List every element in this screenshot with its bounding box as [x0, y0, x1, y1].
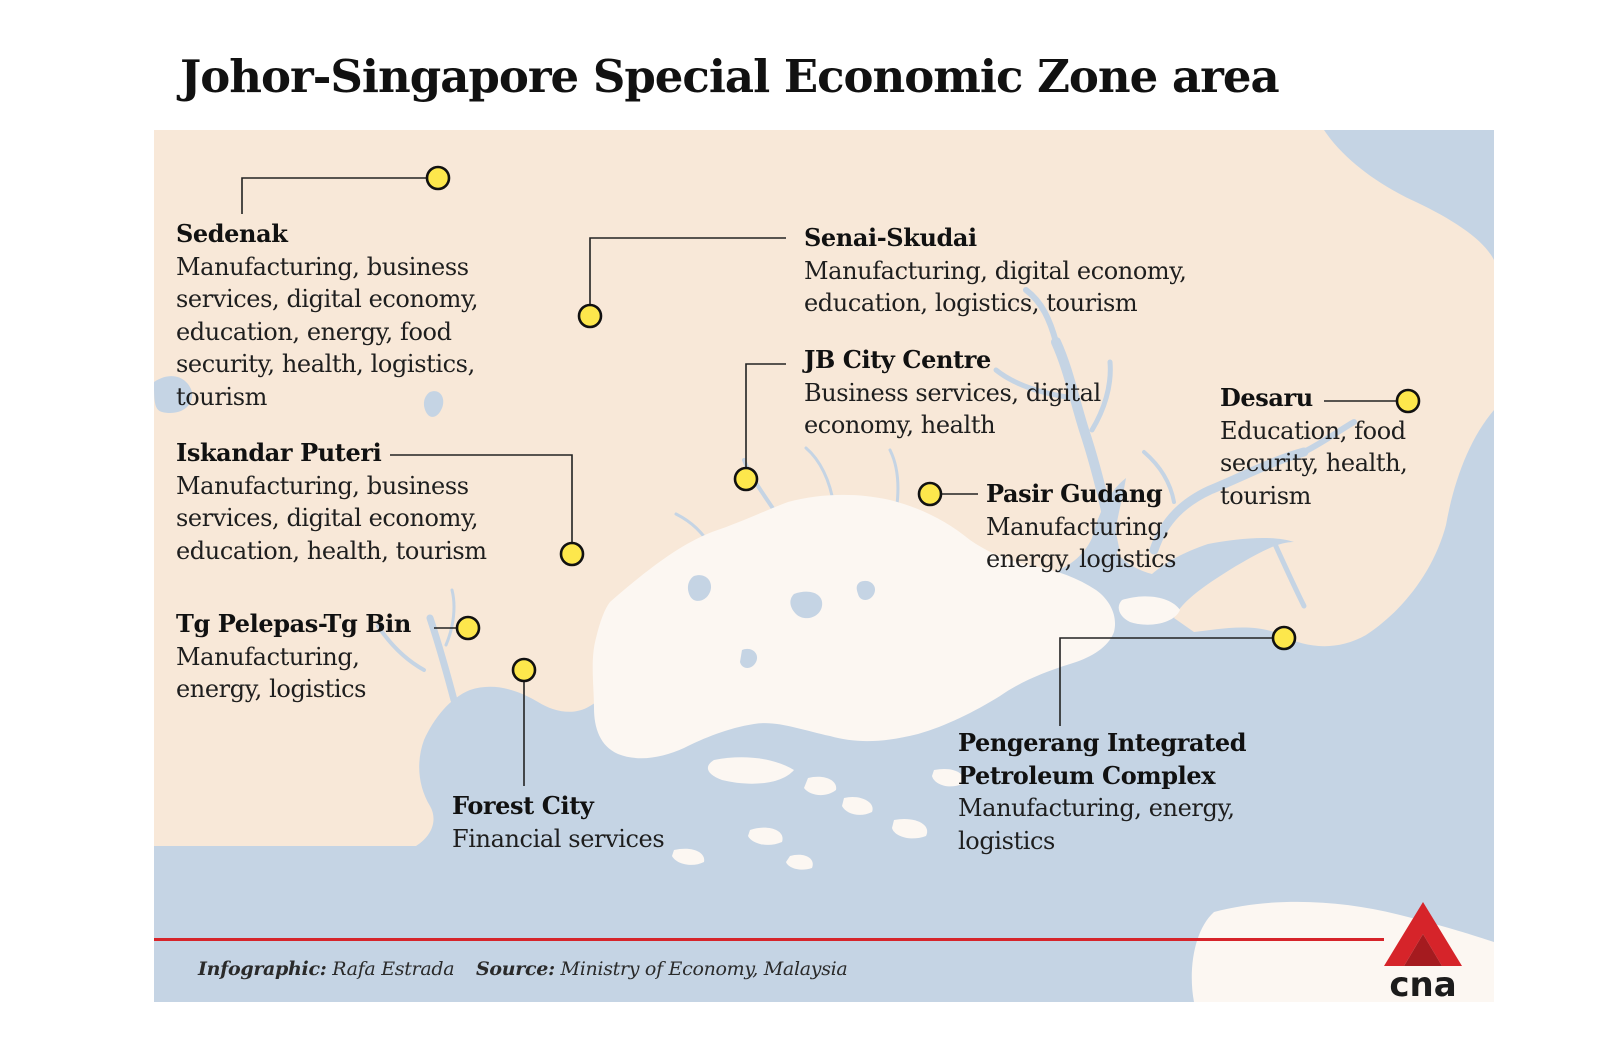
zone-name: Desaru — [1220, 383, 1313, 412]
page-title: Johor-Singapore Special Economic Zone ar… — [180, 50, 1280, 103]
cna-logo-icon: cna — [1384, 902, 1462, 1000]
zone-sectors: Manufacturing, digital economy, educatio… — [804, 256, 1187, 318]
credit-infographic-value: Rafa Estrada — [332, 958, 455, 980]
zone-sectors: Manufacturing, energy, logistics — [986, 512, 1177, 574]
credit-infographic-label: Infographic: — [198, 958, 327, 980]
callout-sedenak: Sedenak Manufacturing, business services… — [176, 218, 546, 413]
singapore-island — [592, 494, 1116, 759]
marker-sedenak — [425, 165, 451, 191]
zone-name: Senai-Skudai — [804, 223, 977, 252]
marker-jb-city-centre — [733, 466, 759, 492]
callout-desaru: Desaru Education, food security, health,… — [1220, 382, 1430, 512]
southern-islands — [672, 757, 964, 870]
island-tekong — [1118, 596, 1180, 625]
zone-sectors: Financial services — [452, 824, 665, 853]
marker-desaru — [1395, 388, 1421, 414]
zone-sectors: Manufacturing, business services, digita… — [176, 471, 487, 565]
credit-source-value: Ministry of Economy, Malaysia — [560, 958, 848, 980]
johor-landmass — [154, 130, 1494, 846]
zone-name: Pengerang Integrated Petroleum Complex — [958, 728, 1247, 790]
marker-iskandar-puteri — [559, 541, 585, 567]
marker-tg-pelepas — [455, 615, 481, 641]
credit-infographic: Infographic: Rafa Estrada — [198, 958, 455, 980]
cna-logo-chevron-shade — [1404, 934, 1442, 966]
zone-sectors: Manufacturing, business services, digita… — [176, 252, 479, 411]
zone-name: JB City Centre — [804, 345, 991, 374]
leader-iskandar-puteri — [390, 454, 573, 552]
zone-sectors: Manufacturing, energy, logistics — [958, 794, 1235, 855]
leader-pengerang — [1059, 637, 1284, 726]
callout-iskandar-puteri: Iskandar Puteri Manufacturing, business … — [176, 437, 546, 567]
leader-sedenak — [241, 177, 438, 214]
zone-sectors: Education, food security, health, touris… — [1220, 416, 1408, 510]
callout-pengerang: Pengerang Integrated Petroleum Complex M… — [958, 727, 1268, 857]
marker-pengerang — [1271, 625, 1297, 651]
zone-name: Tg Pelepas-Tg Bin — [176, 609, 411, 638]
callout-senai-skudai: Senai-Skudai Manufacturing, digital econ… — [804, 222, 1254, 320]
cna-logo-text: cna — [1389, 965, 1456, 1000]
zone-name: Pasir Gudang — [986, 479, 1163, 508]
credit-source: Source: Ministry of Economy, Malaysia — [476, 958, 848, 980]
callout-tg-pelepas-tg-bin: Tg Pelepas-Tg Bin Manufacturing, energy,… — [176, 608, 416, 706]
zone-sectors: Business services, digital economy, heal… — [804, 378, 1101, 440]
map-canvas — [154, 130, 1494, 1002]
zone-sectors: Manufacturing, energy, logistics — [176, 642, 367, 704]
johor-reservoir — [423, 391, 444, 417]
zone-name: Iskandar Puteri — [176, 438, 382, 467]
callout-pasir-gudang: Pasir Gudang Manufacturing, energy, logi… — [986, 478, 1216, 576]
leader-jb-city-centre — [745, 363, 786, 478]
map-panel: Sedenak Manufacturing, business services… — [154, 130, 1494, 1002]
callout-jb-city-centre: JB City Centre Business services, digita… — [804, 344, 1124, 442]
johor-rivers — [376, 287, 1357, 704]
johor-reservoir — [154, 376, 193, 414]
credit-source-label: Source: — [476, 958, 555, 980]
leader-senai-skudai — [589, 237, 786, 316]
accent-rule — [154, 938, 1384, 941]
marker-forest-city — [511, 657, 537, 683]
island-ubin — [1031, 579, 1098, 603]
leader-lines — [241, 177, 1408, 786]
zone-name: Sedenak — [176, 219, 288, 248]
marker-pasir-gudang — [917, 481, 943, 507]
callout-forest-city: Forest City Financial services — [452, 790, 712, 855]
singapore-reservoirs — [687, 575, 876, 668]
zone-name: Forest City — [452, 791, 594, 820]
zone-markers — [425, 165, 1421, 683]
marker-senai-skudai — [577, 303, 603, 329]
